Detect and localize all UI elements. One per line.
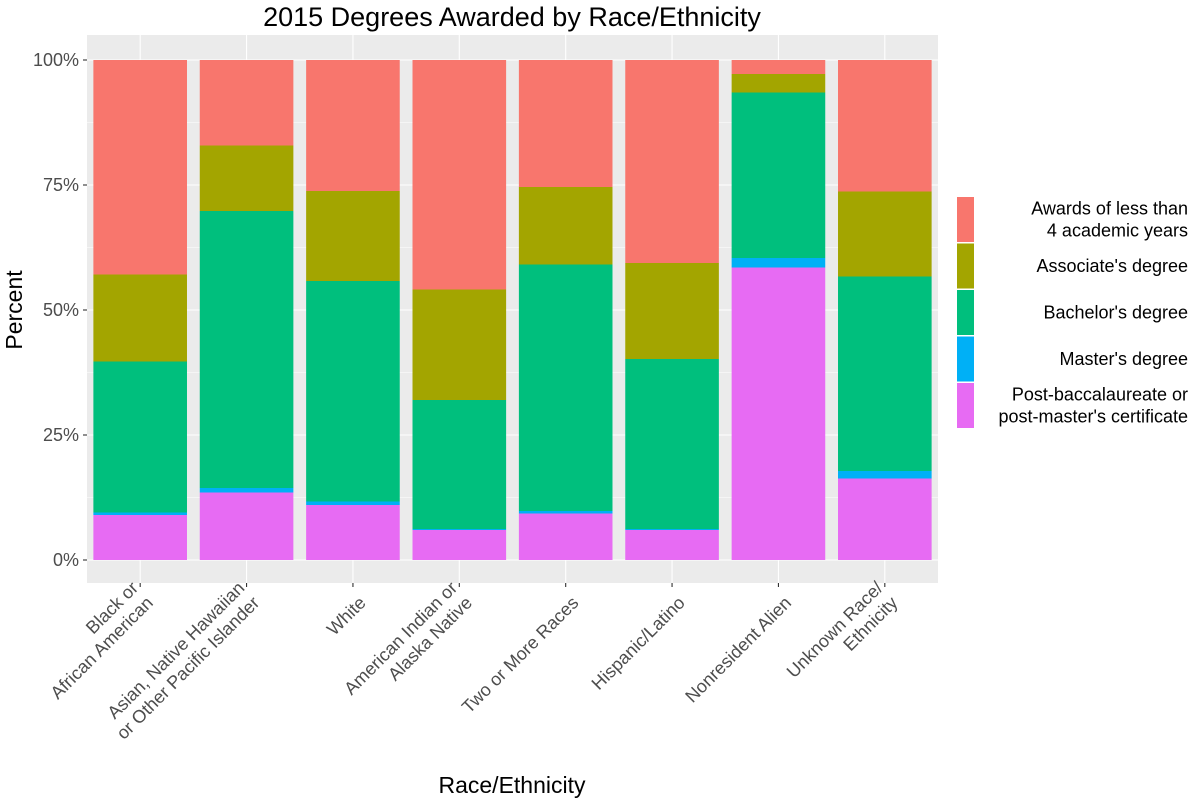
bar-segment [731, 267, 826, 560]
y-tick-label: 25% [43, 425, 79, 445]
bar-segment [93, 515, 187, 560]
bar-segment [306, 281, 400, 502]
bar-segment [518, 513, 613, 560]
y-tick-label: 50% [43, 300, 79, 320]
bar-segment [93, 512, 187, 515]
bar-segment [625, 529, 719, 530]
bar-segment [306, 60, 400, 191]
bar-segment [306, 505, 400, 560]
bar-segment [199, 488, 294, 493]
bar-segment [199, 60, 294, 146]
bar-segment [731, 92, 826, 258]
x-tick-label-line: Hispanic/Latino [588, 593, 689, 694]
legend-key [957, 383, 974, 428]
y-tick-label: 75% [43, 175, 79, 195]
bar-segment [199, 211, 294, 488]
legend-label: Awards of less than 4 academic years [1031, 199, 1188, 241]
bar-segment [838, 191, 932, 277]
bar-segment [625, 359, 719, 529]
bar-segment [838, 478, 932, 560]
x-tick-label: Two or More Races [458, 593, 582, 717]
bar-segment [412, 530, 507, 560]
legend-label-line: Master's degree [1060, 349, 1189, 369]
legend-key [957, 336, 974, 382]
legend-label: Bachelor's degree [1043, 303, 1188, 323]
bar-segment [518, 264, 613, 511]
legend-label: Post-baccalaureate or post-master's certi… [999, 385, 1189, 427]
legend-label: Master's degree [1060, 349, 1189, 369]
x-tick-label: White [323, 593, 370, 640]
bar-segment [625, 263, 719, 359]
bar-segment [518, 511, 613, 514]
bar-segment [625, 60, 719, 263]
bar-segment [306, 191, 400, 281]
legend-label-line: Awards of less than [1031, 199, 1188, 219]
y-axis-title: Percent [1, 270, 27, 350]
legend: Awards of less than 4 academic years Assoc… [957, 197, 1188, 428]
bar-segment [838, 60, 932, 192]
x-tick-label: Hispanic/Latino [588, 593, 689, 694]
legend-label-line: Associate's degree [1036, 256, 1188, 276]
bars [93, 60, 932, 560]
x-axis-title: Race/Ethnicity [438, 772, 586, 798]
bar-segment [412, 289, 507, 400]
bar-segment [93, 60, 187, 275]
bar-segment [93, 274, 187, 362]
bar-segment [518, 187, 613, 265]
bar-segment [412, 529, 507, 530]
bar-segment [518, 60, 613, 187]
legend-label-line: post-master's certificate [999, 407, 1189, 427]
bar-segment [199, 145, 294, 211]
bar-segment [306, 501, 400, 505]
bar-segment [625, 530, 719, 560]
bar-segment [838, 276, 932, 471]
legend-label: Associate's degree [1036, 256, 1188, 276]
bar-segment [731, 74, 826, 93]
x-tick-label: Unknown Race/Ethnicity [783, 578, 902, 697]
bar-segment [838, 471, 932, 479]
legend-key [957, 290, 974, 335]
bar-segment [93, 361, 187, 513]
x-tick-label: Nonresident Alien [681, 593, 795, 707]
legend-key [957, 243, 974, 289]
y-axis: 0% 25% 50% 75% 100% [33, 50, 87, 570]
legend-key [957, 197, 974, 242]
bar-segment [412, 400, 507, 529]
bar-segment [412, 60, 507, 290]
x-tick-label-line: Two or More Races [458, 593, 582, 717]
bar-segment [731, 60, 826, 74]
legend-label-line: Post-baccalaureate or [1012, 385, 1188, 405]
chart-title: 2015 Degrees Awarded by Race/Ethnicity [263, 2, 761, 32]
legend-label-line: Bachelor's degree [1043, 303, 1188, 323]
bar-segment [731, 258, 826, 268]
legend-label-line: 4 academic years [1047, 221, 1188, 241]
y-tick-label: 100% [33, 50, 79, 70]
x-tick-label-line: Nonresident Alien [681, 593, 795, 707]
y-tick-label: 0% [53, 550, 79, 570]
x-tick-label-line: White [323, 593, 370, 640]
bar-segment [199, 492, 294, 560]
